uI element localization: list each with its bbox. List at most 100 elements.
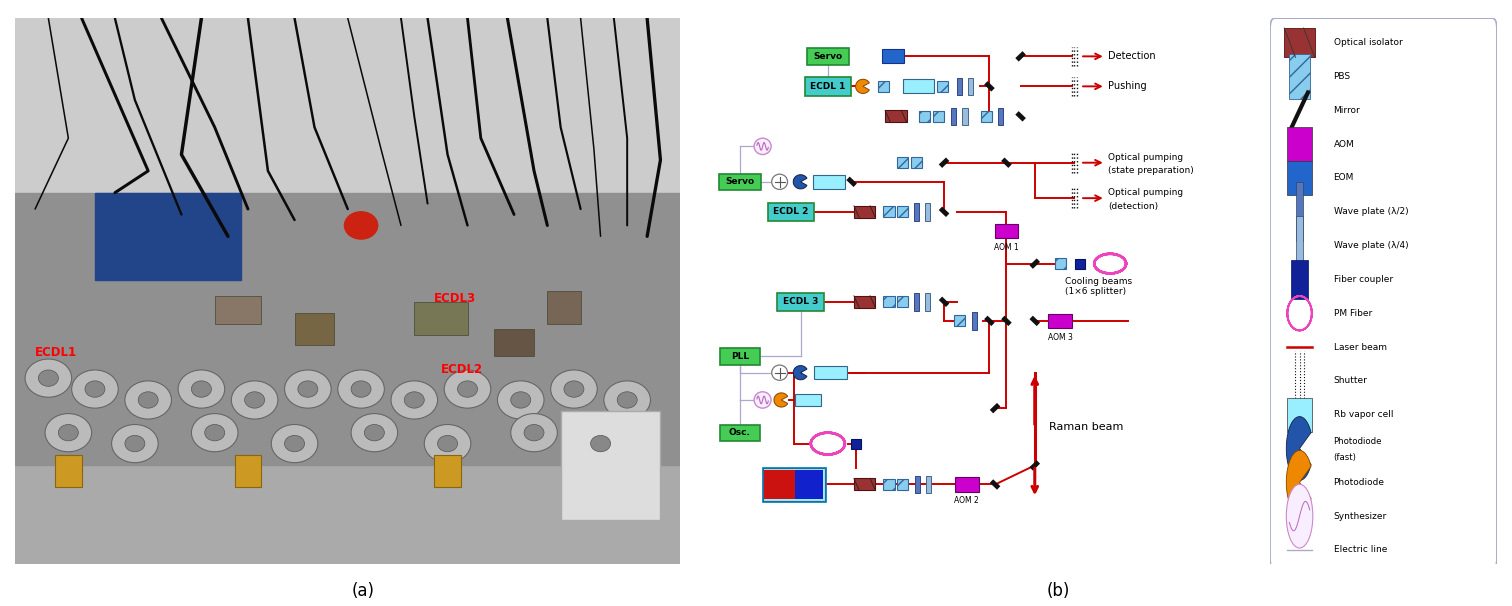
Text: Synthesizer: Synthesizer: [1334, 511, 1387, 521]
Text: (a): (a): [351, 582, 375, 600]
Circle shape: [345, 212, 378, 239]
Bar: [956, 478, 978, 491]
Bar: [913, 293, 919, 310]
Circle shape: [591, 435, 611, 452]
Text: ECDL 1: ECDL 1: [810, 82, 845, 91]
Text: Photodiode: Photodiode: [1334, 438, 1382, 447]
Text: Laser beam: Laser beam: [1334, 342, 1387, 351]
Text: Photodiode: Photodiode: [1334, 478, 1385, 487]
Bar: [1296, 182, 1303, 241]
Circle shape: [578, 424, 624, 463]
Bar: [1048, 314, 1072, 328]
Circle shape: [771, 365, 788, 381]
Text: ECDL1: ECDL1: [35, 346, 77, 359]
Bar: [1287, 127, 1312, 161]
Text: ECDL2: ECDL2: [442, 362, 482, 376]
Bar: [547, 291, 581, 324]
Bar: [777, 293, 824, 311]
Bar: [95, 193, 242, 280]
Bar: [295, 313, 334, 345]
Wedge shape: [774, 393, 788, 407]
FancyBboxPatch shape: [1270, 18, 1497, 569]
Wedge shape: [794, 365, 807, 380]
Text: PBS: PBS: [1334, 72, 1350, 81]
Text: AOM 1: AOM 1: [993, 243, 1019, 251]
Bar: [806, 48, 850, 65]
Circle shape: [125, 435, 145, 452]
Circle shape: [364, 424, 384, 441]
Circle shape: [138, 391, 159, 408]
Text: (b): (b): [1046, 582, 1070, 600]
Text: Detection: Detection: [1108, 52, 1157, 61]
Text: AOM 3: AOM 3: [1048, 333, 1072, 342]
Bar: [957, 78, 962, 95]
Bar: [913, 203, 919, 221]
Circle shape: [497, 381, 544, 419]
Bar: [1055, 258, 1066, 269]
Bar: [1296, 216, 1303, 275]
Circle shape: [754, 391, 771, 408]
Text: Raman beam: Raman beam: [1049, 422, 1123, 432]
Text: Optical pumping: Optical pumping: [1108, 153, 1184, 162]
Bar: [494, 329, 534, 356]
Text: EOM: EOM: [1334, 173, 1353, 182]
Text: Servo: Servo: [813, 52, 842, 61]
Bar: [567, 454, 594, 487]
Circle shape: [45, 414, 92, 452]
Bar: [795, 470, 824, 499]
Bar: [897, 157, 909, 168]
Bar: [1075, 259, 1086, 268]
Bar: [927, 476, 931, 493]
Text: PM Fiber: PM Fiber: [1334, 308, 1371, 318]
Circle shape: [392, 381, 437, 419]
Bar: [813, 175, 845, 189]
Bar: [897, 206, 909, 217]
Wedge shape: [794, 175, 807, 189]
Circle shape: [85, 381, 104, 398]
Bar: [972, 312, 977, 330]
Circle shape: [271, 424, 318, 463]
Bar: [1287, 161, 1312, 195]
Bar: [968, 78, 974, 95]
Bar: [215, 296, 262, 324]
Wedge shape: [856, 79, 869, 93]
Circle shape: [351, 414, 398, 452]
Circle shape: [125, 381, 171, 419]
Text: (1×6 splitter): (1×6 splitter): [1064, 287, 1126, 296]
Circle shape: [178, 370, 225, 408]
Circle shape: [564, 381, 584, 398]
Circle shape: [284, 370, 331, 408]
Bar: [885, 110, 907, 122]
Bar: [981, 111, 992, 122]
Circle shape: [404, 391, 425, 408]
Bar: [903, 79, 934, 93]
Text: PLL: PLL: [730, 352, 748, 361]
Bar: [897, 479, 909, 490]
Bar: [718, 174, 761, 190]
Circle shape: [231, 381, 278, 419]
Text: Osc.: Osc.: [729, 428, 751, 437]
Bar: [883, 206, 895, 217]
Circle shape: [245, 391, 265, 408]
Text: (state preparation): (state preparation): [1108, 167, 1194, 175]
Bar: [937, 81, 948, 92]
Bar: [720, 424, 761, 441]
Text: Electric line: Electric line: [1334, 545, 1387, 554]
Circle shape: [511, 414, 558, 452]
Bar: [1291, 260, 1308, 299]
Bar: [998, 108, 1004, 125]
Text: (detection): (detection): [1108, 202, 1158, 211]
Circle shape: [337, 370, 384, 408]
Circle shape: [298, 381, 318, 398]
Bar: [720, 348, 761, 365]
Text: AOM: AOM: [1334, 139, 1355, 148]
Text: (fast): (fast): [1334, 453, 1356, 462]
Text: Shutter: Shutter: [1334, 376, 1367, 385]
Text: Rb vapor cell: Rb vapor cell: [1334, 410, 1393, 419]
Bar: [883, 479, 895, 490]
Wedge shape: [1287, 450, 1311, 514]
Circle shape: [525, 424, 544, 441]
Text: ECDL 3: ECDL 3: [783, 298, 818, 306]
Text: Servo: Servo: [726, 178, 754, 186]
Bar: [234, 454, 262, 487]
